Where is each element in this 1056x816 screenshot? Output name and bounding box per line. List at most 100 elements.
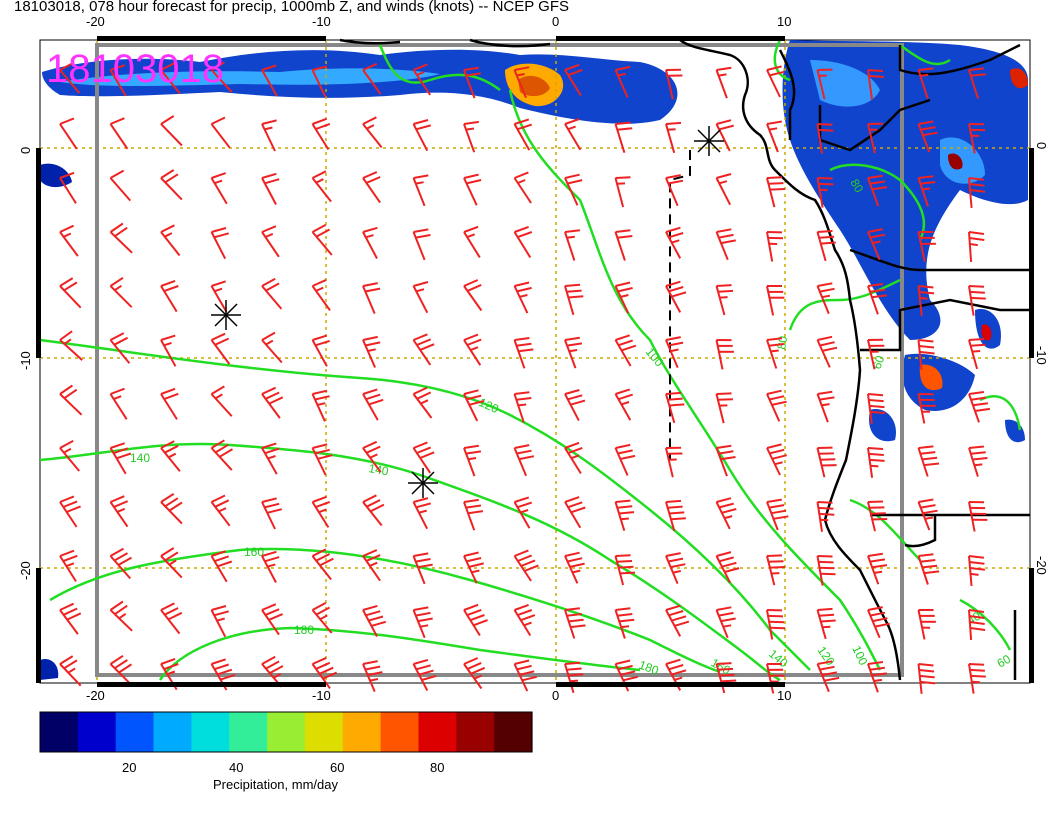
wind-barb: [614, 334, 637, 367]
wind-barb: [968, 123, 986, 154]
wind-barb: [59, 224, 79, 257]
wind-barb: [513, 391, 532, 423]
wind-barb: [210, 385, 233, 417]
wind-barb: [917, 393, 936, 424]
wind-barb: [412, 333, 435, 366]
wind-barb: [261, 172, 280, 205]
wind-barb: [766, 120, 782, 153]
wind-barb: [968, 445, 988, 477]
wind-barb: [261, 550, 280, 583]
wind-barb: [109, 600, 133, 632]
wind-barb: [766, 554, 785, 586]
wind-barb: [867, 500, 888, 532]
wind-barb: [210, 605, 229, 638]
wind-barb: [614, 554, 636, 586]
wind-barb: [311, 224, 333, 256]
wind-barb: [210, 550, 233, 583]
wind-barb: [816, 230, 836, 262]
wind-barb: [968, 177, 986, 208]
wind-barb: [160, 547, 183, 579]
wind-barb: [463, 498, 484, 531]
wind-barb: [261, 603, 283, 636]
wind-barb: [816, 123, 834, 154]
wind-barb: [715, 444, 736, 477]
wind-barb: [564, 607, 586, 639]
wind-barb: [715, 339, 734, 370]
wind-barb: [715, 551, 740, 584]
wind-barb: [665, 552, 686, 584]
tick-label: -10: [18, 351, 33, 370]
wind-barb: [412, 228, 431, 261]
wind-barb: [867, 174, 888, 207]
wind-barb: [59, 440, 80, 472]
wind-barb: [564, 551, 585, 584]
colorbar-label: Precipitation, mm/day: [213, 777, 338, 792]
wind-barb: [816, 660, 840, 693]
contour-label: 80: [847, 177, 866, 196]
wind-barb: [261, 225, 280, 258]
wind-barb: [210, 227, 229, 260]
wind-barb: [968, 609, 986, 640]
wind-barb: [311, 334, 330, 367]
wind-barb: [160, 334, 177, 367]
tick-label: 10: [777, 14, 791, 29]
wind-barb: [715, 119, 734, 152]
wind-barb: [665, 446, 683, 478]
tick-label: -20: [1034, 556, 1049, 575]
wind-barb: [867, 69, 884, 100]
wind-barb: [59, 171, 77, 204]
wind-barb: [311, 389, 330, 422]
star-marker: [694, 126, 724, 156]
wind-barb: [59, 62, 81, 94]
star-marker: [211, 300, 241, 330]
wind-barb: [816, 555, 836, 586]
wind-barb: [766, 231, 784, 262]
wind-barb: [614, 229, 633, 261]
wind-barb: [412, 63, 432, 96]
wind-barb: [867, 228, 886, 261]
wind-barb: [968, 285, 986, 316]
wind-barb: [210, 116, 231, 149]
wind-barb: [513, 171, 532, 204]
wind-barb: [362, 494, 385, 527]
contour-label: 140: [130, 451, 150, 465]
wind-barb: [513, 659, 538, 692]
wind-barb: [412, 386, 433, 419]
wind-barb: [917, 445, 940, 477]
wind-barb: [412, 281, 429, 314]
tick-label: -20: [18, 561, 33, 580]
wind-barb: [867, 606, 890, 639]
wind-barb: [968, 391, 991, 423]
wind-barb: [513, 444, 535, 477]
wind-barb: [412, 119, 431, 152]
wind-barb: [412, 174, 429, 207]
wind-barb: [614, 65, 631, 98]
wind-barb: [614, 281, 633, 314]
wind-barb: [362, 282, 381, 314]
wind-barb: [513, 603, 536, 637]
wind-barb: [715, 66, 732, 99]
wind-barb: [513, 118, 533, 151]
tick-label: 10: [777, 688, 791, 703]
wind-barb: [261, 655, 284, 688]
wind-barb: [766, 389, 787, 422]
wind-barb: [463, 279, 483, 312]
wind-barb: [917, 67, 934, 99]
wind-barb: [816, 335, 838, 368]
wind-barb: [59, 117, 78, 150]
wind-barb: [463, 225, 481, 259]
wind-barb: [109, 222, 133, 254]
wind-barb: [261, 331, 283, 364]
wind-barb: [463, 657, 486, 690]
wind-barb: [463, 173, 482, 206]
tick-labels-left: 0 -10 -20: [18, 147, 33, 580]
precip-colorbar: [40, 712, 533, 752]
tick-labels-bottom: -20 -10 0 10: [86, 688, 791, 703]
colorbar-tick: 80: [430, 760, 444, 775]
wind-barb: [362, 335, 381, 368]
wind-barb: [614, 499, 635, 531]
wind-barb: [816, 68, 833, 100]
wind-barb: [564, 441, 583, 475]
wind-barb: [362, 388, 384, 421]
contour-label: 80: [774, 335, 790, 351]
